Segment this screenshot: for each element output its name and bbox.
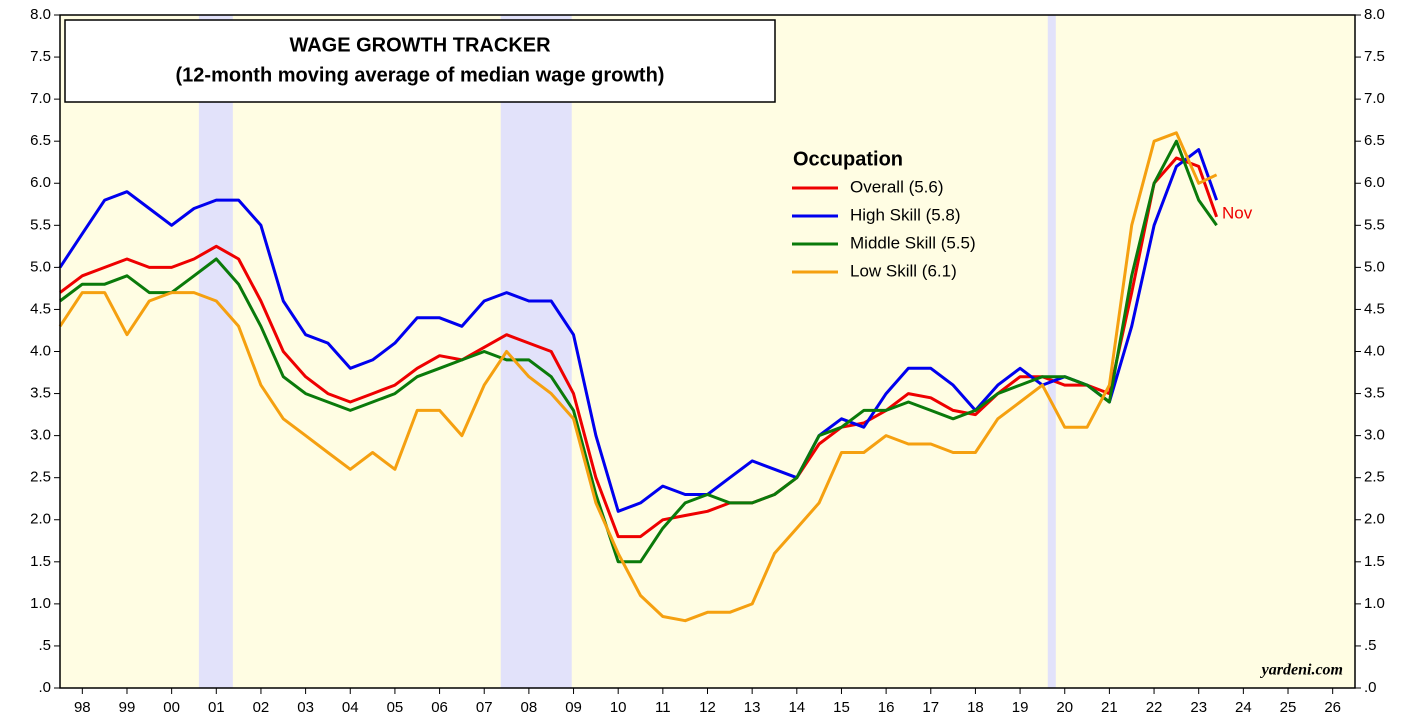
y2-tick-label: 1.0 xyxy=(1364,595,1385,612)
x-tick-label: 12 xyxy=(699,699,716,716)
series-line xyxy=(59,139,1218,564)
x-tick-label: 14 xyxy=(788,699,805,716)
x-tick-label: 99 xyxy=(119,699,136,716)
y-tick-label: 5.5 xyxy=(30,216,51,233)
source: yardeni.com xyxy=(1260,662,1343,679)
plot-background xyxy=(60,15,1355,688)
y2-tick-label: 6.0 xyxy=(1364,174,1385,191)
x-tick-label: 04 xyxy=(342,699,359,716)
y2-tick-label: 3.5 xyxy=(1364,385,1385,402)
y-tick-label: 1.5 xyxy=(30,553,51,570)
x-tick-label: 17 xyxy=(922,699,939,716)
y-tick-label: 3.5 xyxy=(30,385,51,402)
y-tick-label: 6.0 xyxy=(30,174,51,191)
x-tick-label: 18 xyxy=(967,699,984,716)
y-tick-label: .5 xyxy=(38,637,51,654)
legend-label: High Skill (5.8) xyxy=(850,205,961,224)
x-tick-label: 08 xyxy=(521,699,538,716)
y2-tick-label: 1.5 xyxy=(1364,553,1385,570)
y-tick-label: 3.0 xyxy=(30,427,51,444)
x-tick-label: 25 xyxy=(1280,699,1297,716)
recession-band xyxy=(1047,15,1056,688)
x-tick-label: 01 xyxy=(208,699,225,716)
x-tick-label: 20 xyxy=(1056,699,1073,716)
y-tick-label: 5.0 xyxy=(30,258,51,275)
legend-label: Low Skill (6.1) xyxy=(850,261,957,280)
x-tick-label: 23 xyxy=(1190,699,1207,716)
legend-title: Occupation xyxy=(793,148,903,170)
x-tick-label: 00 xyxy=(163,699,180,716)
x-tick-label: 22 xyxy=(1146,699,1163,716)
y2-tick-label: 5.5 xyxy=(1364,216,1385,233)
y2-tick-label: 7.0 xyxy=(1364,90,1385,107)
x-tick-label: 15 xyxy=(833,699,850,716)
chart-title: WAGE GROWTH TRACKER xyxy=(289,34,551,56)
legend-label: Overall (5.6) xyxy=(850,177,944,196)
y2-tick-label: 4.0 xyxy=(1364,342,1385,359)
recession-band xyxy=(198,15,233,688)
y2-tick-label: 6.5 xyxy=(1364,132,1385,149)
y2-tick-label: 3.0 xyxy=(1364,427,1385,444)
y2-tick-label: 4.5 xyxy=(1364,300,1385,317)
y2-tick-label: .5 xyxy=(1364,637,1377,654)
y-tick-label: 2.5 xyxy=(30,469,51,486)
recession-band xyxy=(500,15,572,688)
x-tick-label: 10 xyxy=(610,699,627,716)
x-tick-label: 19 xyxy=(1012,699,1029,716)
x-tick-label: 24 xyxy=(1235,699,1252,716)
y-tick-label: 7.0 xyxy=(30,90,51,107)
series-line xyxy=(58,148,1219,513)
annotation: Nov xyxy=(1222,203,1253,222)
title-box xyxy=(64,19,776,103)
x-tick-label: 98 xyxy=(74,699,91,716)
y-tick-label: 4.0 xyxy=(30,342,51,359)
y-tick-label: 6.5 xyxy=(30,132,51,149)
y2-tick-label: 7.5 xyxy=(1364,48,1385,65)
x-tick-label: 06 xyxy=(431,699,448,716)
series-line xyxy=(58,131,1218,623)
y-tick-label: .0 xyxy=(38,679,51,696)
y-tick-label: 8.0 xyxy=(30,6,51,23)
x-tick-label: 05 xyxy=(387,699,404,716)
x-tick-label: 09 xyxy=(565,699,582,716)
x-tick-label: 13 xyxy=(744,699,761,716)
y2-tick-label: 5.0 xyxy=(1364,258,1385,275)
x-tick-label: 21 xyxy=(1101,699,1118,716)
x-tick-label: 11 xyxy=(655,699,671,716)
series-line xyxy=(59,156,1219,539)
y-tick-label: 7.5 xyxy=(30,48,51,65)
x-tick-label: 02 xyxy=(253,699,270,716)
chart-subtitle: (12-month moving average of median wage … xyxy=(176,64,665,86)
y-tick-label: 2.0 xyxy=(30,511,51,528)
x-tick-label: 26 xyxy=(1324,699,1341,716)
x-tick-label: 07 xyxy=(476,699,493,716)
y2-tick-label: 8.0 xyxy=(1364,6,1385,23)
x-tick-label: 16 xyxy=(878,699,895,716)
y2-tick-label: .0 xyxy=(1364,679,1377,696)
x-tick-label: 03 xyxy=(297,699,314,716)
y-tick-label: 1.0 xyxy=(30,595,51,612)
legend-label: Middle Skill (5.5) xyxy=(850,233,976,252)
y-tick-label: 4.5 xyxy=(30,300,51,317)
y2-tick-label: 2.5 xyxy=(1364,469,1385,486)
y2-tick-label: 2.0 xyxy=(1364,511,1385,528)
